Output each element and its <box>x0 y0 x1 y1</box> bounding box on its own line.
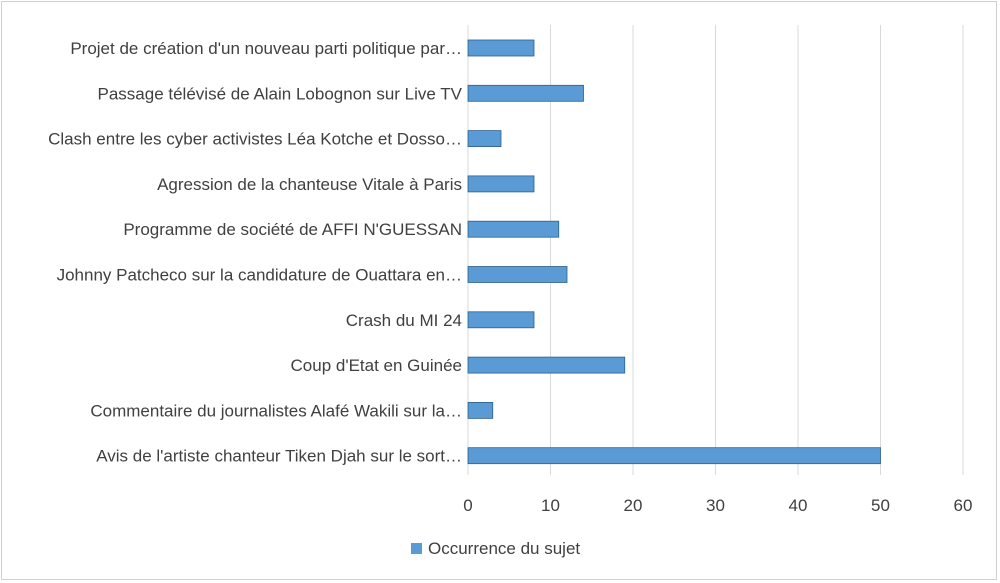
category-label: Agression de la chanteuse Vitale à Paris <box>157 175 462 194</box>
bar <box>467 266 568 283</box>
x-tick-label: 50 <box>871 496 890 515</box>
category-label: Passage télévisé de Alain Lobognon sur L… <box>98 84 463 103</box>
x-tick-labels: 0 10 20 30 40 50 60 <box>463 496 972 515</box>
category-label: Programme de société de AFFI N'GUESSAN <box>123 220 462 239</box>
legend-label: Occurrence du sujet <box>428 539 580 558</box>
legend-swatch <box>411 543 422 554</box>
bar <box>467 220 560 238</box>
x-tick-label: 0 <box>463 496 472 515</box>
category-label: Projet de création d'un nouveau parti po… <box>70 39 462 58</box>
bar <box>467 356 626 374</box>
x-tick-label: 10 <box>541 496 560 515</box>
category-labels: Projet de création d'un nouveau parti po… <box>48 39 463 466</box>
bar <box>467 447 881 465</box>
bar <box>467 401 494 419</box>
category-label: Johnny Patcheco sur la candidature de Ou… <box>57 266 462 285</box>
legend: Occurrence du sujet <box>411 539 580 558</box>
x-tick-label: 20 <box>624 496 643 515</box>
bar <box>467 39 535 57</box>
category-label: Commentaire du journalistes Alafé Wakili… <box>90 401 462 420</box>
x-tick-label: 60 <box>954 496 973 515</box>
category-label: Avis de l'artiste chanteur Tiken Djah su… <box>96 447 462 466</box>
category-label: Clash entre les cyber activistes Léa Kot… <box>48 130 462 149</box>
bar <box>467 84 584 102</box>
bar <box>467 311 535 329</box>
category-label: Coup d'Etat en Guinée <box>291 356 462 375</box>
x-tick-label: 30 <box>706 496 725 515</box>
x-tick-label: 40 <box>789 496 808 515</box>
bar <box>467 175 535 193</box>
bar <box>467 130 502 148</box>
category-label: Crash du MI 24 <box>346 311 462 330</box>
bars <box>467 39 881 465</box>
